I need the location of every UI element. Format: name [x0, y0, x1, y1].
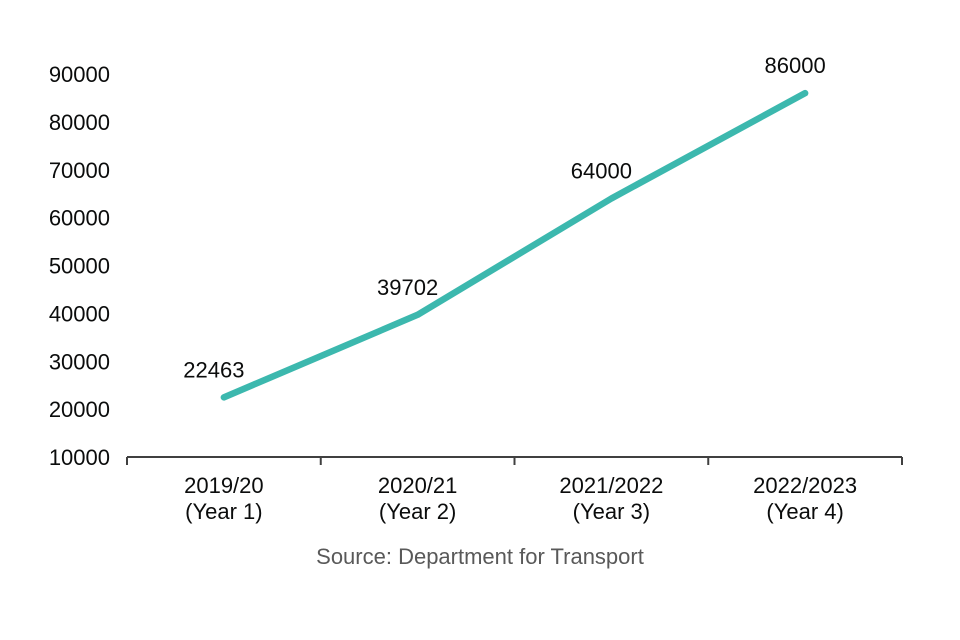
x-axis-category-sublabel: (Year 2) — [379, 499, 456, 524]
x-axis-category-sublabel: (Year 3) — [573, 499, 650, 524]
x-axis-category-sublabel: (Year 4) — [766, 499, 843, 524]
y-axis-tick-label: 10000 — [49, 445, 110, 470]
data-point-label: 22463 — [183, 357, 244, 382]
data-point-label: 86000 — [765, 53, 826, 78]
x-axis-category-sublabel: (Year 1) — [185, 499, 262, 524]
y-axis-tick-label: 20000 — [49, 397, 110, 422]
data-point-labels: 22463 39702 64000 86000 — [183, 53, 825, 382]
y-axis-tick-label: 60000 — [49, 206, 110, 231]
x-axis-tick-labels: 2019/20(Year 1)2020/21(Year 2)2021/2022(… — [184, 473, 857, 524]
y-axis-tick-label: 30000 — [49, 349, 110, 374]
y-axis-tick-labels: 10000 20000 30000 40000 50000 60000 70000 80000… — [49, 62, 110, 470]
data-point-label: 39702 — [377, 275, 438, 300]
x-axis-category-label: 2020/21 — [378, 473, 458, 498]
x-axis — [126, 456, 903, 465]
y-axis-tick-label: 40000 — [49, 301, 110, 326]
y-axis-tick-label: 90000 — [49, 62, 110, 87]
x-axis-category-label: 2021/2022 — [559, 473, 663, 498]
source-caption: Source: Department for Transport — [316, 544, 644, 569]
y-axis-tick-label: 50000 — [49, 254, 110, 279]
y-axis-tick-label: 80000 — [49, 110, 110, 135]
x-axis-category-label: 2022/2023 — [753, 473, 857, 498]
y-axis-tick-label: 70000 — [49, 158, 110, 183]
series-line — [220, 89, 809, 401]
data-point-label: 64000 — [571, 158, 632, 183]
data-series — [220, 89, 809, 401]
x-axis-category-label: 2019/20 — [184, 473, 264, 498]
